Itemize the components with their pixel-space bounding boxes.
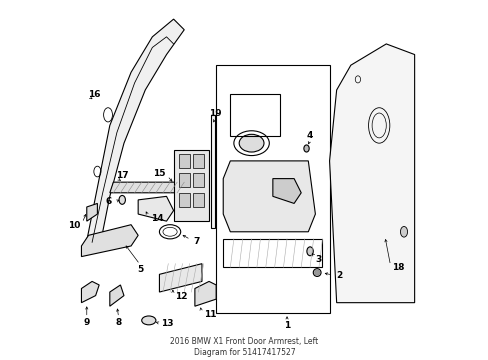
Text: 2016 BMW X1 Front Door Armrest, Left
Diagram for 51417417527: 2016 BMW X1 Front Door Armrest, Left Dia… bbox=[170, 337, 318, 357]
Ellipse shape bbox=[314, 270, 319, 275]
Text: 17: 17 bbox=[116, 171, 128, 180]
Polygon shape bbox=[85, 19, 184, 249]
Bar bbox=[210, 115, 215, 228]
Ellipse shape bbox=[119, 195, 125, 204]
Text: 15: 15 bbox=[153, 169, 165, 178]
Polygon shape bbox=[138, 196, 173, 221]
Polygon shape bbox=[159, 264, 202, 292]
Bar bbox=[179, 154, 189, 168]
Bar bbox=[193, 193, 203, 207]
Bar bbox=[179, 193, 189, 207]
Text: 5: 5 bbox=[137, 265, 143, 274]
Text: 18: 18 bbox=[391, 264, 403, 273]
Text: 4: 4 bbox=[306, 131, 313, 140]
Text: 9: 9 bbox=[83, 318, 90, 327]
Polygon shape bbox=[272, 179, 301, 203]
Polygon shape bbox=[195, 282, 216, 306]
Bar bbox=[193, 154, 203, 168]
Bar bbox=[223, 239, 322, 267]
Polygon shape bbox=[329, 44, 414, 303]
Text: 6: 6 bbox=[105, 197, 111, 206]
Ellipse shape bbox=[400, 226, 407, 237]
Text: 11: 11 bbox=[203, 310, 216, 319]
Ellipse shape bbox=[306, 247, 313, 256]
Bar bbox=[193, 173, 203, 188]
Text: 7: 7 bbox=[193, 237, 199, 246]
Text: 10: 10 bbox=[68, 221, 81, 230]
Polygon shape bbox=[86, 203, 97, 221]
Polygon shape bbox=[110, 182, 184, 193]
Text: 8: 8 bbox=[115, 318, 122, 327]
Ellipse shape bbox=[303, 145, 308, 152]
Ellipse shape bbox=[142, 316, 156, 325]
Polygon shape bbox=[81, 282, 99, 303]
Polygon shape bbox=[110, 285, 124, 306]
Bar bbox=[216, 65, 329, 313]
Ellipse shape bbox=[313, 269, 321, 276]
Text: 14: 14 bbox=[150, 214, 163, 223]
Text: 1: 1 bbox=[284, 321, 289, 330]
Text: 13: 13 bbox=[161, 319, 173, 328]
Text: 12: 12 bbox=[175, 292, 187, 301]
Bar bbox=[230, 94, 279, 136]
Text: 16: 16 bbox=[88, 90, 100, 99]
Bar bbox=[173, 150, 209, 221]
Text: 2: 2 bbox=[336, 270, 342, 279]
Ellipse shape bbox=[239, 134, 264, 152]
Text: 3: 3 bbox=[315, 255, 321, 264]
Polygon shape bbox=[81, 225, 138, 257]
Polygon shape bbox=[223, 161, 315, 232]
Bar bbox=[179, 173, 189, 188]
Text: 19: 19 bbox=[209, 109, 221, 118]
